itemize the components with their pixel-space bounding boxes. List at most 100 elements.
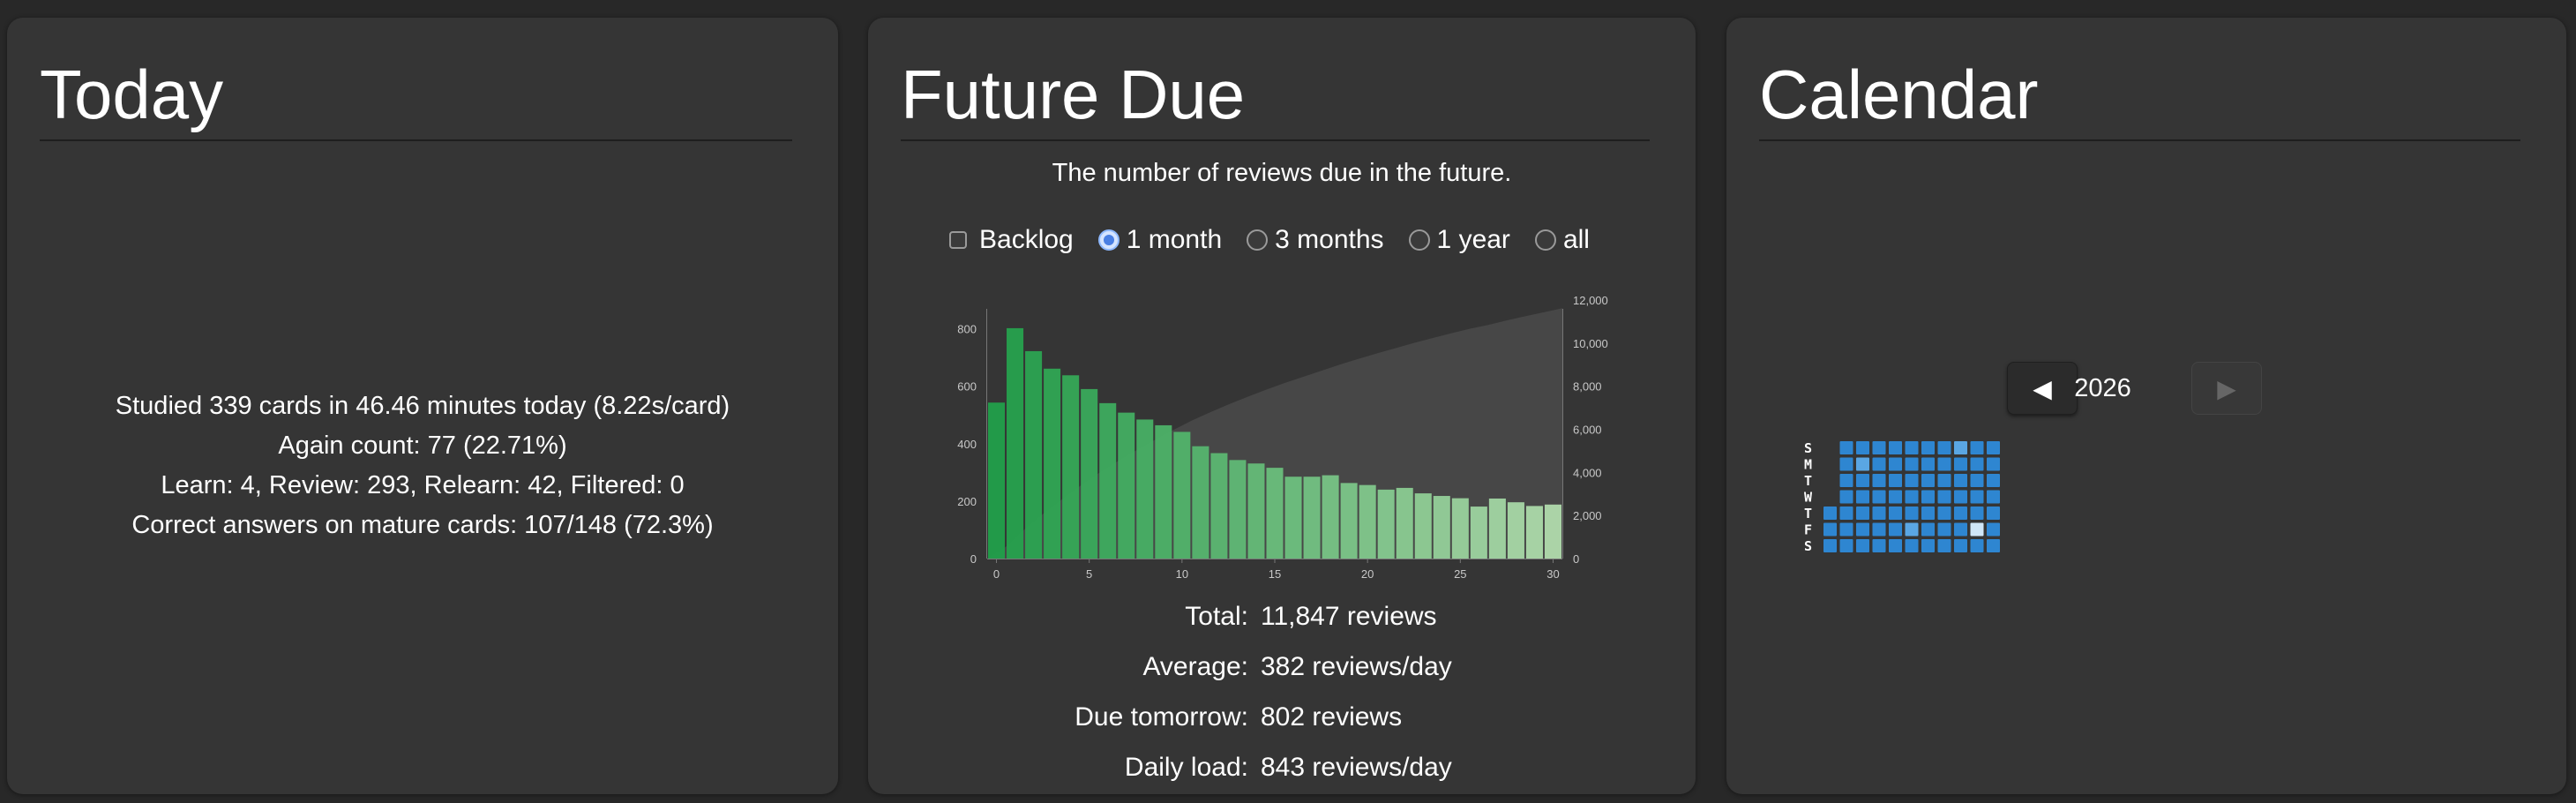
- calendar-day-cell[interactable]: [1823, 539, 1837, 552]
- calendar-day-cell[interactable]: [1856, 490, 1869, 504]
- calendar-day-cell[interactable]: [1970, 474, 1984, 487]
- calendar-day-cell[interactable]: [1872, 490, 1886, 504]
- calendar-day-cell[interactable]: [1987, 539, 2000, 552]
- calendar-day-cell[interactable]: [1839, 539, 1853, 552]
- calendar-day-cell[interactable]: [1987, 522, 2000, 537]
- bar-day-22[interactable]: [1396, 487, 1413, 559]
- bar-day-15[interactable]: [1266, 468, 1284, 559]
- calendar-day-cell[interactable]: [1856, 457, 1869, 471]
- calendar-day-cell[interactable]: [1872, 539, 1886, 552]
- bar-day-1[interactable]: [1007, 327, 1024, 559]
- calendar-day-cell[interactable]: [1889, 457, 1902, 471]
- calendar-day-cell[interactable]: [1970, 457, 1984, 471]
- bar-day-18[interactable]: [1322, 475, 1339, 559]
- bar-day-5[interactable]: [1081, 388, 1098, 559]
- calendar-day-cell[interactable]: [1987, 441, 2000, 454]
- bar-day-29[interactable]: [1525, 506, 1543, 559]
- calendar-day-cell[interactable]: [1905, 507, 1919, 520]
- range-option-3-months[interactable]: 3 months: [1247, 225, 1384, 255]
- calendar-day-cell[interactable]: [1889, 507, 1902, 520]
- bar-day-27[interactable]: [1488, 498, 1506, 559]
- calendar-day-cell[interactable]: [1970, 539, 1984, 552]
- bar-day-14[interactable]: [1247, 463, 1265, 559]
- calendar-day-cell[interactable]: [1839, 441, 1853, 454]
- calendar-day-cell[interactable]: [1954, 522, 1967, 537]
- calendar-day-cell[interactable]: [1921, 539, 1935, 552]
- calendar-day-cell[interactable]: [1856, 507, 1869, 520]
- calendar-day-cell[interactable]: [1905, 522, 1919, 537]
- calendar-day-cell[interactable]: [1937, 490, 1951, 504]
- calendar-day-cell[interactable]: [1889, 522, 1902, 537]
- bar-day-24[interactable]: [1433, 496, 1450, 559]
- calendar-day-cell[interactable]: [1970, 490, 1984, 504]
- calendar-day-cell[interactable]: [1954, 507, 1967, 520]
- bar-day-30[interactable]: [1544, 504, 1561, 559]
- calendar-day-cell[interactable]: [1856, 474, 1869, 487]
- calendar-day-cell[interactable]: [1954, 539, 1967, 552]
- calendar-day-cell[interactable]: [1823, 522, 1837, 537]
- calendar-day-cell[interactable]: [1889, 441, 1902, 454]
- calendar-day-cell[interactable]: [1839, 490, 1853, 504]
- bar-day-3[interactable]: [1044, 368, 1061, 559]
- calendar-day-cell[interactable]: [1905, 490, 1919, 504]
- calendar-day-cell[interactable]: [1987, 457, 2000, 471]
- calendar-day-cell[interactable]: [1987, 474, 2000, 487]
- calendar-day-cell[interactable]: [1839, 474, 1853, 487]
- calendar-day-cell[interactable]: [1872, 457, 1886, 471]
- bar-day-11[interactable]: [1192, 446, 1209, 559]
- bar-day-10[interactable]: [1173, 432, 1191, 559]
- calendar-day-cell[interactable]: [1921, 490, 1935, 504]
- radio-3-months[interactable]: [1247, 229, 1269, 251]
- backlog-checkbox[interactable]: [949, 231, 967, 249]
- calendar-day-cell[interactable]: [1954, 490, 1967, 504]
- bar-day-8[interactable]: [1136, 419, 1154, 559]
- bar-day-17[interactable]: [1303, 477, 1321, 559]
- bar-day-6[interactable]: [1099, 402, 1117, 559]
- bar-day-19[interactable]: [1340, 483, 1358, 559]
- calendar-day-cell[interactable]: [1954, 457, 1967, 471]
- bar-day-25[interactable]: [1451, 498, 1469, 559]
- bar-day-23[interactable]: [1414, 493, 1432, 559]
- calendar-day-cell[interactable]: [1970, 522, 1984, 537]
- calendar-day-cell[interactable]: [1937, 474, 1951, 487]
- previous-year-button[interactable]: ◀: [2007, 362, 2078, 415]
- calendar-day-cell[interactable]: [1905, 457, 1919, 471]
- bar-day-21[interactable]: [1377, 489, 1395, 559]
- calendar-day-cell[interactable]: [1970, 441, 1984, 454]
- bar-day-16[interactable]: [1284, 477, 1302, 559]
- bar-day-12[interactable]: [1210, 453, 1228, 559]
- radio-all[interactable]: [1534, 229, 1556, 251]
- calendar-day-cell[interactable]: [1954, 441, 1967, 454]
- calendar-day-cell[interactable]: [1921, 474, 1935, 487]
- bar-day-7[interactable]: [1118, 412, 1135, 559]
- radio-1-month[interactable]: [1097, 229, 1120, 251]
- calendar-day-cell[interactable]: [1987, 490, 2000, 504]
- calendar-day-cell[interactable]: [1970, 507, 1984, 520]
- calendar-day-cell[interactable]: [1921, 441, 1935, 454]
- bar-day-20[interactable]: [1359, 484, 1376, 559]
- radio-1-year[interactable]: [1408, 229, 1430, 251]
- bar-day-4[interactable]: [1062, 375, 1080, 559]
- calendar-day-cell[interactable]: [1889, 539, 1902, 552]
- bar-day-13[interactable]: [1229, 460, 1247, 559]
- calendar-day-cell[interactable]: [1905, 539, 1919, 552]
- range-option-1-year[interactable]: 1 year: [1408, 225, 1510, 255]
- calendar-day-cell[interactable]: [1937, 522, 1951, 537]
- calendar-day-cell[interactable]: [1839, 457, 1853, 471]
- calendar-day-cell[interactable]: [1905, 441, 1919, 454]
- bar-day-28[interactable]: [1507, 502, 1524, 559]
- range-option-1-month[interactable]: 1 month: [1097, 225, 1222, 255]
- calendar-day-cell[interactable]: [1889, 490, 1902, 504]
- calendar-day-cell[interactable]: [1872, 474, 1886, 487]
- backlog-checkbox-option[interactable]: Backlog: [949, 225, 1074, 255]
- calendar-day-cell[interactable]: [1937, 457, 1951, 471]
- calendar-day-cell[interactable]: [1987, 507, 2000, 520]
- bar-day-0[interactable]: [988, 402, 1006, 559]
- bar-day-9[interactable]: [1155, 424, 1172, 559]
- calendar-day-cell[interactable]: [1921, 522, 1935, 537]
- next-year-button[interactable]: ▶: [2191, 362, 2262, 415]
- calendar-day-cell[interactable]: [1905, 474, 1919, 487]
- calendar-day-cell[interactable]: [1921, 457, 1935, 471]
- calendar-day-cell[interactable]: [1937, 539, 1951, 552]
- calendar-day-cell[interactable]: [1823, 507, 1837, 520]
